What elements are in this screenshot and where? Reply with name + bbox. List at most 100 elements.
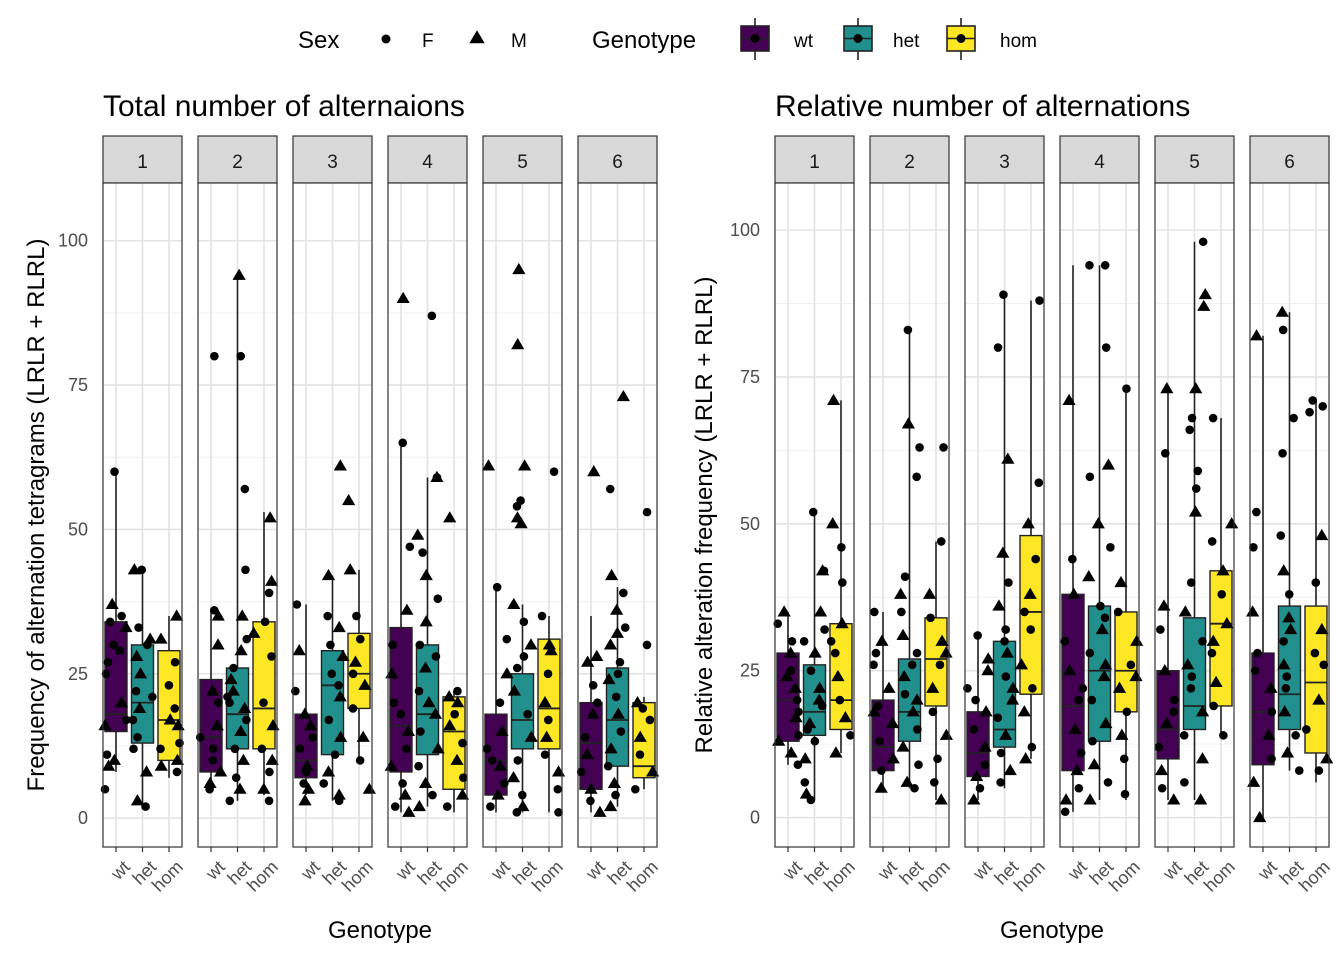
data-point-f [105,617,115,627]
data-point-f [326,640,335,650]
data-point-m [455,788,470,800]
data-point-f [330,750,340,759]
data-point-f [1252,507,1261,517]
data-point-m [1278,705,1292,717]
data-point-m [1315,622,1329,635]
data-point-m [418,776,433,789]
data-point-m [1157,599,1171,611]
data-point-f [512,502,522,511]
data-point-f [1068,554,1077,564]
data-point-m [1006,681,1020,693]
data-point-f [518,790,527,800]
data-point-m [831,669,845,682]
data-point-m [996,546,1010,558]
data-point-f [1101,343,1111,352]
data-point-m [1017,705,1031,717]
data-point-m [896,628,910,640]
data-point-f [348,704,358,713]
data-point-f [875,736,884,746]
data-point-f [1034,478,1044,487]
data-point-m [587,464,601,477]
facet-strip [774,135,855,184]
data-point-m [247,626,261,638]
data-point-f [414,761,423,771]
data-point-m [789,711,803,723]
facet-strip-label: 1 [809,152,820,173]
data-point-f [416,727,425,736]
legend-key-point [750,34,760,43]
data-point-m [98,719,112,731]
data-point-f [334,796,344,806]
data-point-f [213,698,223,707]
x-tick-label-wt: wt [106,857,134,885]
data-point-m [211,638,225,650]
data-point-m [443,719,457,731]
data-point-f [195,732,205,742]
data-point-f [910,783,919,793]
data-point-f [819,566,829,576]
data-point-m [646,765,660,777]
data-point-m [906,705,920,717]
data-point-f [1035,296,1044,305]
data-point-m [538,695,552,708]
data-point-m [1178,605,1192,617]
data-point-f [209,605,219,615]
facet-strip-label: 3 [327,152,338,173]
data-point-m [412,799,426,812]
data-point-f [588,681,598,690]
data-point-f [129,744,138,754]
right-plot: Relative number of alternations Relative … [691,90,1334,944]
data-point-f [794,707,803,717]
data-point-m [1262,728,1276,740]
data-point-f [102,750,112,759]
data-point-m [343,563,357,575]
data-point-f [1187,413,1197,423]
data-point-f [1020,607,1029,617]
x-tick-label-hom: hom [1010,857,1049,896]
data-point-f [786,666,796,676]
facet-strip [197,135,278,184]
x-tick-label-wt: wt [968,857,996,885]
data-point-f [1198,237,1208,247]
y-tick-label: 25 [740,661,760,681]
data-point-f [903,325,913,335]
data-point-f [871,648,881,658]
data-point-f [1289,413,1298,423]
data-point-f [450,709,459,719]
data-point-f [969,725,979,734]
data-point-f [980,760,990,770]
data-point-m [1312,693,1326,705]
x-tick-label-wt: wt [581,857,609,885]
data-point-f [512,808,522,817]
data-point-m [1216,564,1230,576]
data-point-f [642,507,652,517]
data-point-f [482,744,492,754]
data-point-m [1001,452,1015,464]
data-point-m [210,719,224,731]
data-point-f [398,779,407,788]
data-point-f [603,761,613,771]
data-point-f [427,311,437,321]
facet-strip-label: 1 [137,152,148,173]
data-point-f [830,648,840,658]
data-point-f [993,343,1003,352]
data-point-m [607,776,621,789]
data-point-m [321,765,336,777]
data-point-m [130,794,145,806]
data-point-m [1277,564,1291,576]
data-point-m [1264,681,1278,693]
data-point-f [870,607,879,617]
data-point-f [148,692,157,702]
data-point-m [1068,722,1082,735]
data-point-m [780,669,794,682]
data-point-m [419,615,433,627]
data-point-m [419,568,433,581]
data-point-m [1158,664,1172,676]
data-point-f [1154,742,1164,752]
data-point-m [992,599,1006,611]
data-point-f [936,537,946,546]
data-point-f [580,732,590,742]
